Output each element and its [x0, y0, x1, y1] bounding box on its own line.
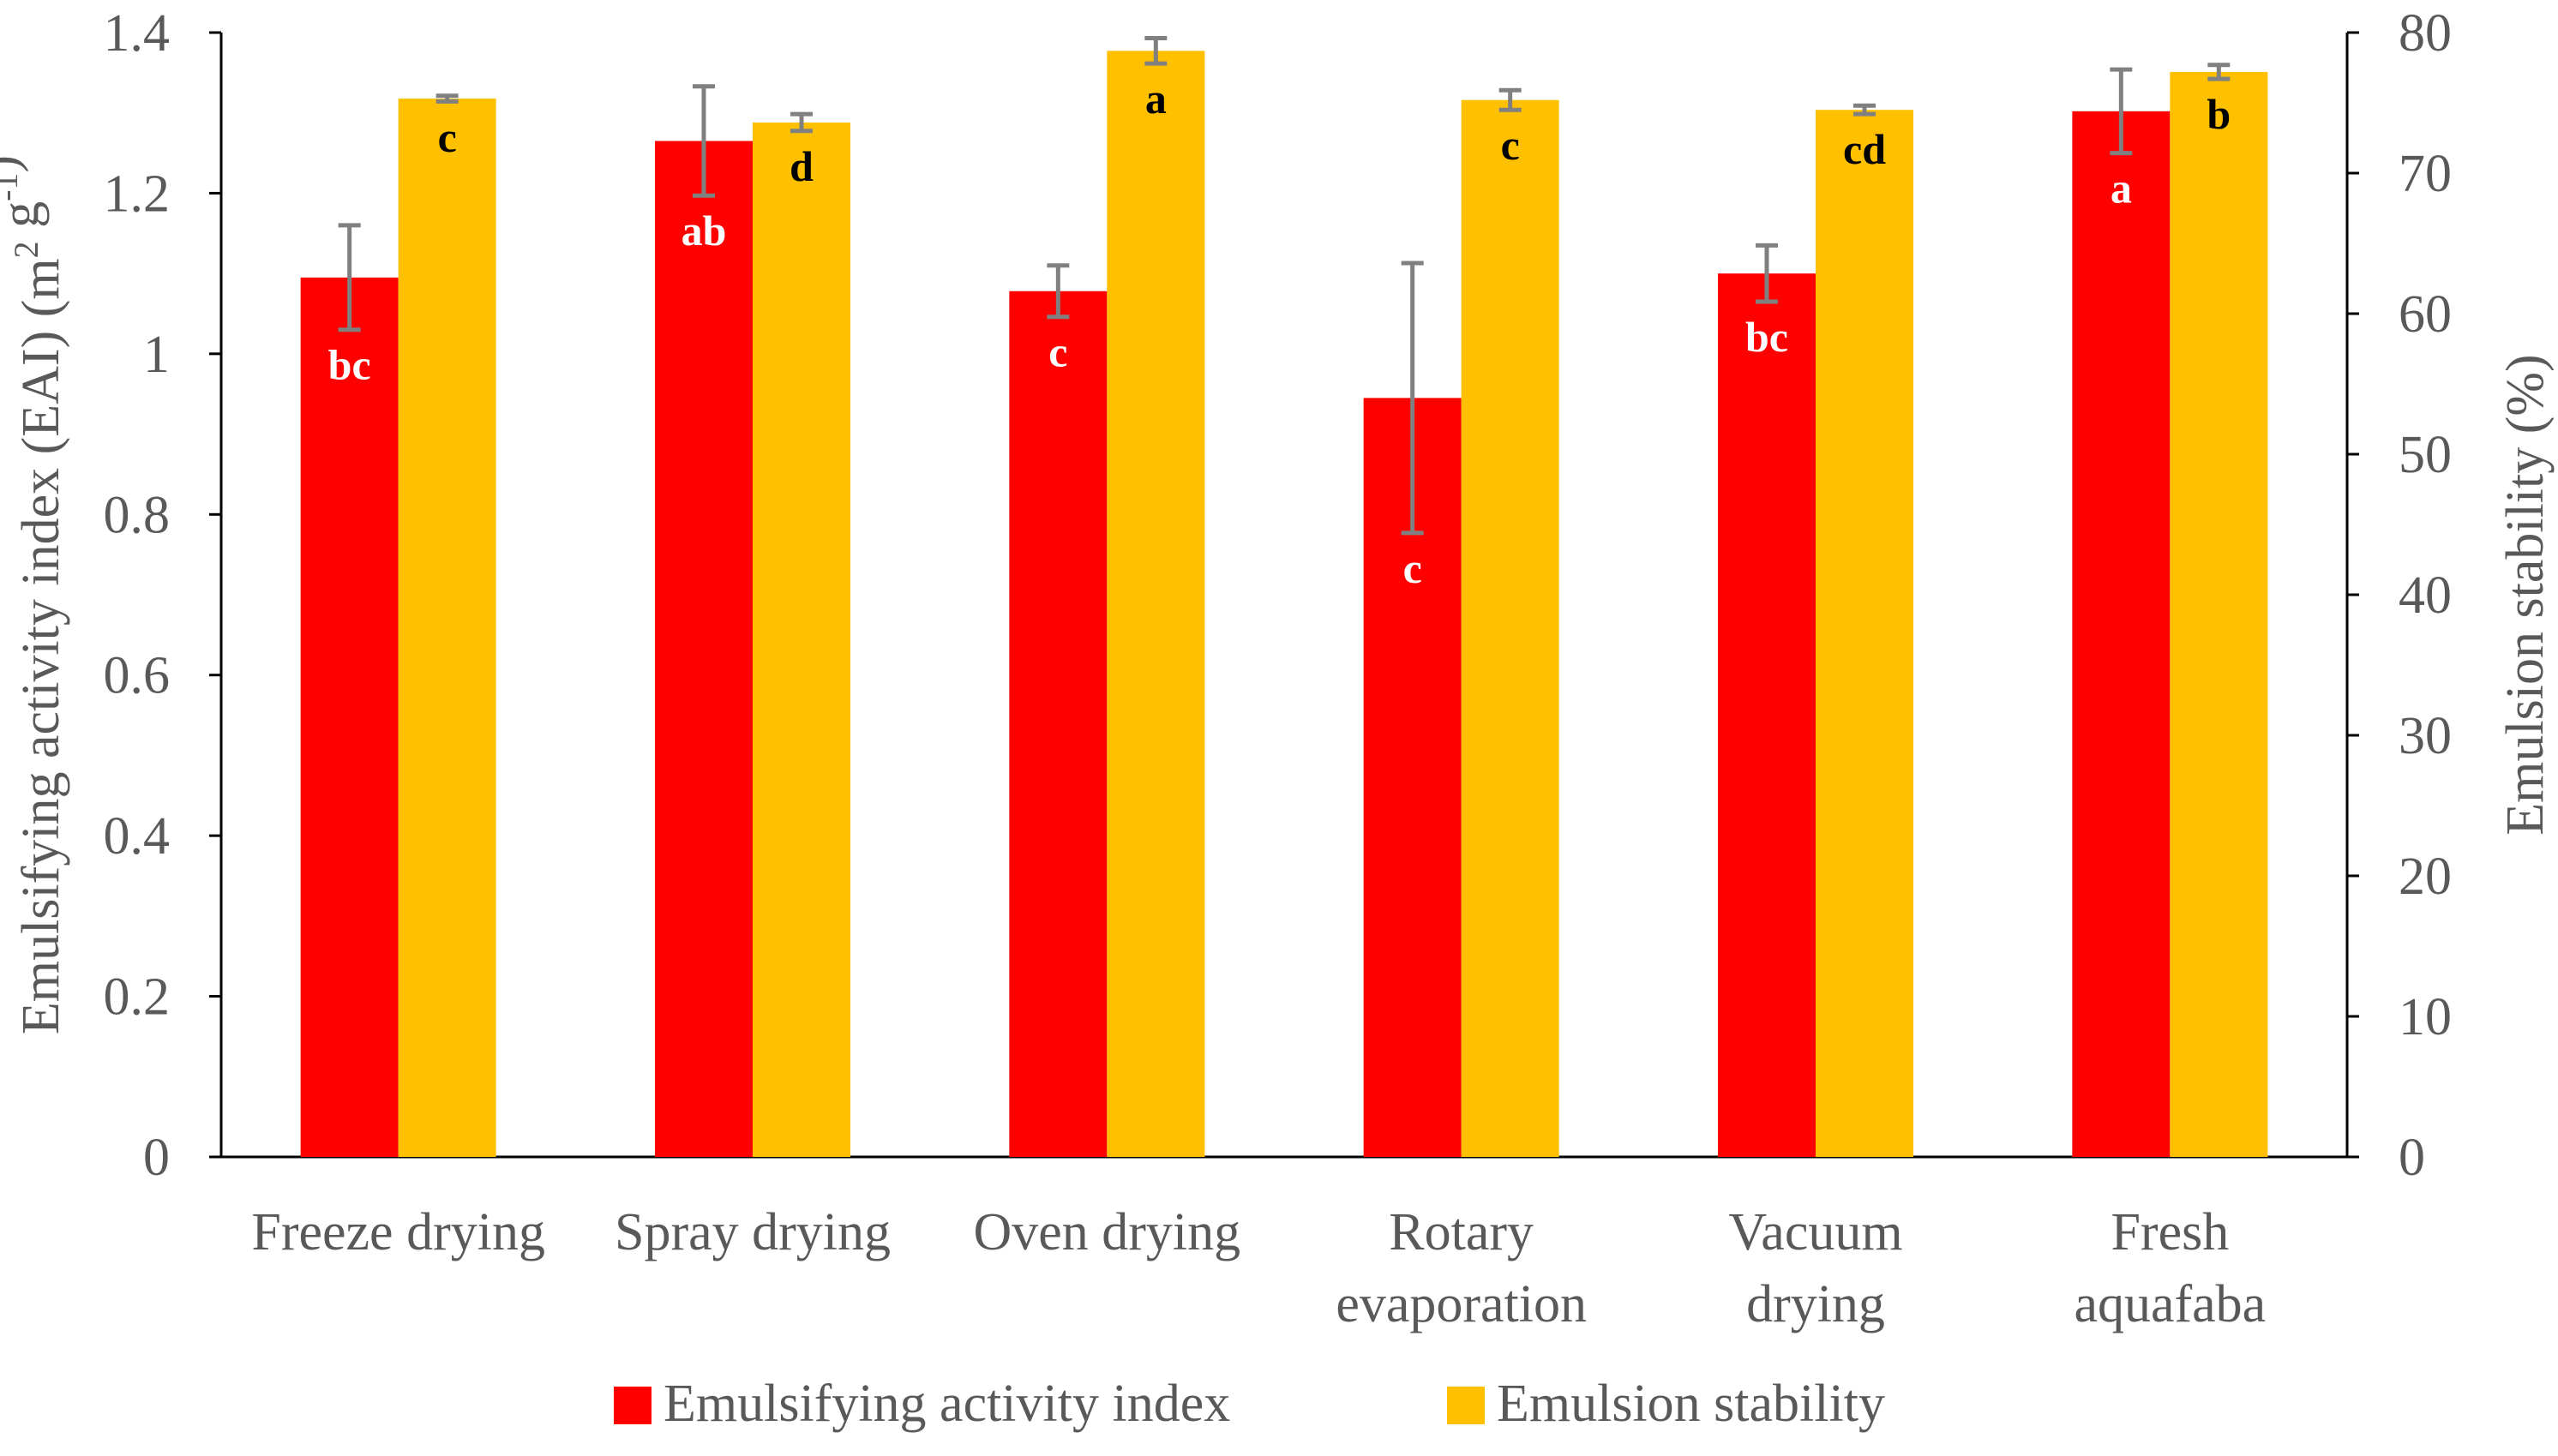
axis-title-superscript: -1 — [0, 173, 25, 201]
error-bars — [338, 36, 2231, 536]
right-tick-label: 20 — [2399, 848, 2452, 906]
category-label: drying — [1746, 1275, 1885, 1333]
right-tick-label: 30 — [2399, 707, 2452, 765]
left-tick-label: 1.2 — [104, 165, 171, 223]
right-tick-label: 70 — [2399, 145, 2452, 203]
category-label: Freeze drying — [251, 1203, 545, 1261]
bar-eai-1 — [655, 141, 753, 1157]
legend-label: Emulsion stability — [1497, 1375, 1885, 1433]
significance-letter: d — [790, 142, 814, 190]
legend: Emulsifying activity index Emulsion stabi… — [614, 1375, 1885, 1433]
right-tick-label: 80 — [2399, 4, 2452, 63]
axis-title-part: ) — [0, 155, 29, 173]
legend-label: Emulsifying activity index — [664, 1375, 1230, 1433]
bar-eai-5 — [2072, 111, 2171, 1158]
legend-swatch — [1447, 1387, 1485, 1424]
right-tick-label: 60 — [2399, 285, 2452, 344]
left-tick-label: 0.6 — [104, 647, 171, 705]
left-axis-title: Emulsifying activity index (EAI) (m2 g-1… — [0, 155, 70, 1034]
category-label: Oven drying — [973, 1203, 1240, 1261]
left-tick-label: 0 — [143, 1129, 170, 1187]
axes: 0 0.2 0.4 0.6 0.8 1 1.2 1.4 0 10 20 30 40 50 60 70 80 Emu… — [0, 4, 2555, 1187]
category-label: Spray drying — [615, 1203, 891, 1261]
significance-letter: c — [438, 113, 457, 161]
right-tick-label: 40 — [2399, 566, 2452, 625]
significance-letter: c — [1501, 121, 1520, 169]
axis-title-part: g — [0, 201, 50, 242]
axis-title-superscript: 2 — [7, 241, 45, 258]
bar-es-3 — [1461, 99, 1559, 1158]
bar-es-5 — [2170, 71, 2268, 1157]
category-label: Vacuum — [1728, 1203, 1902, 1261]
category-labels: Freeze drying Spray drying Oven drying Rota… — [251, 1203, 2266, 1333]
axis-title-part: Emulsifying activity index (EAI) (m — [12, 258, 70, 1034]
bar-eai-2 — [1009, 291, 1108, 1157]
bar-es-2 — [1107, 51, 1205, 1158]
significance-letter: a — [1145, 75, 1167, 123]
significance-letter: bc — [328, 341, 371, 389]
bar-es-1 — [753, 122, 850, 1158]
left-tick-label: 0.4 — [104, 807, 171, 866]
left-tick-label: 1.4 — [104, 4, 171, 63]
significance-letter: cd — [1843, 125, 1886, 173]
bars — [300, 51, 2268, 1158]
category-label: evaporation — [1336, 1275, 1587, 1333]
significance-letter: c — [1048, 328, 1067, 376]
left-tick-label: 1 — [143, 326, 170, 384]
category-label: Fresh — [2111, 1203, 2229, 1261]
bar-es-0 — [398, 99, 496, 1158]
bar-es-4 — [1816, 110, 1913, 1158]
significance-letter: b — [2207, 90, 2231, 138]
significance-letter: bc — [1745, 313, 1788, 361]
right-tick-label: 50 — [2399, 426, 2452, 484]
bar-eai-4 — [1718, 273, 1816, 1158]
category-label: aquafaba — [2074, 1275, 2266, 1333]
right-axis-title: Emulsion stability (%) — [2496, 354, 2555, 835]
left-tick-label: 0.2 — [104, 968, 171, 1027]
category-label: Rotary — [1389, 1203, 1534, 1261]
right-tick-label: 0 — [2399, 1129, 2425, 1187]
right-tick-label: 10 — [2399, 988, 2452, 1046]
significance-letter: ab — [682, 207, 727, 255]
significance-letter: a — [2111, 165, 2132, 213]
legend-swatch — [614, 1387, 652, 1424]
bar-eai-0 — [300, 277, 399, 1157]
left-tick-label: 0.8 — [104, 486, 171, 544]
significance-letter: c — [1403, 544, 1422, 592]
